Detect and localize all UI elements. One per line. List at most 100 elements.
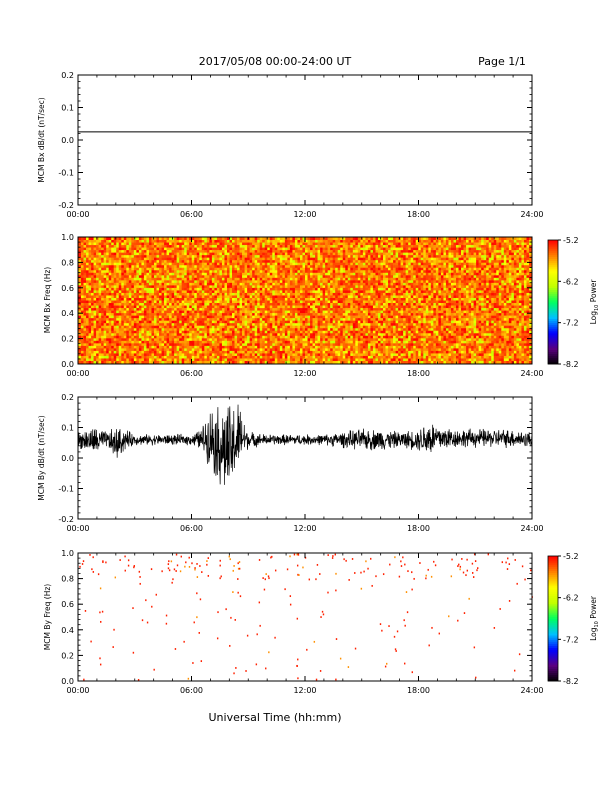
heatmap-cell xyxy=(174,272,177,276)
heatmap-cell xyxy=(86,345,89,349)
heatmap-cell xyxy=(305,275,308,279)
heatmap-cell xyxy=(317,320,321,324)
heatmap-cell xyxy=(161,305,165,309)
heatmap-cell xyxy=(252,308,255,311)
heatmap-cell xyxy=(169,295,172,299)
heatmap-cell xyxy=(234,338,238,342)
heatmap-cell xyxy=(312,353,316,357)
heatmap-cell xyxy=(264,330,268,334)
heatmap-cell xyxy=(103,358,107,362)
heatmap-cell xyxy=(81,308,84,311)
heatmap-cell xyxy=(136,358,140,362)
heatmap-cell xyxy=(159,328,162,332)
heatmap-cell xyxy=(133,277,137,281)
heatmap-cell xyxy=(88,303,92,306)
heatmap-cell xyxy=(239,335,243,339)
heatmap-cell xyxy=(154,262,157,266)
heatmap-cell xyxy=(118,343,122,347)
heatmap-cell xyxy=(310,257,313,261)
heatmap-cell xyxy=(98,348,102,352)
heatmap-cell xyxy=(224,267,228,271)
heatmap-cell xyxy=(274,245,278,248)
heatmap-cell xyxy=(224,325,228,329)
heatmap-cell xyxy=(274,313,278,316)
heatmap-cell xyxy=(269,343,273,347)
heatmap-cell xyxy=(254,252,258,256)
heatmap-cell xyxy=(199,277,203,281)
heatmap-cell xyxy=(224,330,228,334)
heatmap-cell xyxy=(234,318,238,321)
heatmap-cell xyxy=(156,245,160,248)
heatmap-cell xyxy=(138,345,142,349)
heatmap-cell xyxy=(284,240,288,243)
heatmap-cell xyxy=(123,257,127,261)
heatmap-cell xyxy=(169,350,172,354)
heatmap-cell xyxy=(121,295,125,299)
heatmap-cell xyxy=(199,350,203,354)
heatmap-cell xyxy=(174,290,177,294)
heatmap-cell xyxy=(136,300,140,304)
heatmap-cell xyxy=(131,313,135,316)
heatmap-cell xyxy=(244,275,248,279)
heatmap-cell xyxy=(91,340,94,344)
heatmap-cell xyxy=(289,348,293,352)
heatmap-cell xyxy=(176,250,180,253)
heatmap-cell xyxy=(106,265,109,269)
heatmap-cell xyxy=(194,257,198,261)
heatmap-cell xyxy=(312,275,316,279)
heatmap-cell xyxy=(242,353,245,357)
heatmap-cell xyxy=(221,237,225,241)
heatmap-cell xyxy=(317,290,321,294)
heatmap-cell xyxy=(239,355,243,359)
heatmap-cell xyxy=(312,300,316,304)
heatmap-cell xyxy=(315,295,318,299)
heatmap-cell xyxy=(317,240,321,243)
heatmap-cell xyxy=(216,290,220,294)
heatmap-cell xyxy=(184,340,188,344)
heatmap-cell xyxy=(282,343,286,347)
heatmap-cell xyxy=(126,318,130,321)
heatmap-cell xyxy=(305,338,308,342)
heatmap-cell xyxy=(154,323,157,326)
heatmap-cell xyxy=(214,287,218,291)
heatmap-cell xyxy=(254,292,258,296)
heatmap-cell xyxy=(179,320,182,324)
heatmap-cell xyxy=(123,355,127,359)
heatmap-cell xyxy=(247,272,250,276)
heatmap-cell xyxy=(294,325,298,329)
heatmap-cell xyxy=(96,292,99,296)
heatmap-cell xyxy=(181,240,185,243)
heatmap-cell xyxy=(138,272,142,276)
heatmap-cell xyxy=(254,245,258,248)
heatmap-cell xyxy=(317,262,321,266)
heatmap-cell xyxy=(199,275,203,279)
heatmap-cell xyxy=(214,265,218,269)
heatmap-cell xyxy=(201,308,205,311)
heatmap-cell xyxy=(196,353,200,357)
heatmap-cell xyxy=(156,333,160,337)
heatmap-cell xyxy=(239,280,243,284)
heatmap-cell xyxy=(209,292,213,296)
heatmap-cell xyxy=(111,282,115,286)
heatmap-cell xyxy=(282,250,286,253)
heatmap-cell xyxy=(249,308,253,311)
heatmap-cell xyxy=(189,343,193,347)
heatmap-cell xyxy=(186,340,190,344)
heatmap-cell xyxy=(116,297,120,301)
heatmap-cell xyxy=(232,255,235,258)
heatmap-cell xyxy=(176,360,180,364)
heatmap-cell xyxy=(232,350,235,354)
heatmap-cell xyxy=(254,270,258,274)
heatmap-cell xyxy=(88,280,92,284)
heatmap-cell xyxy=(88,297,92,301)
heatmap-cell xyxy=(279,358,283,362)
heatmap-cell xyxy=(113,245,117,248)
heatmap-cell xyxy=(312,315,316,319)
heatmap-cell xyxy=(169,252,172,256)
heatmap-cell xyxy=(307,345,311,349)
heatmap-cell xyxy=(189,345,193,349)
heatmap-cell xyxy=(143,285,147,289)
heatmap-cell xyxy=(209,257,213,261)
heatmap-cell xyxy=(252,320,255,324)
heatmap-cell xyxy=(310,345,313,349)
